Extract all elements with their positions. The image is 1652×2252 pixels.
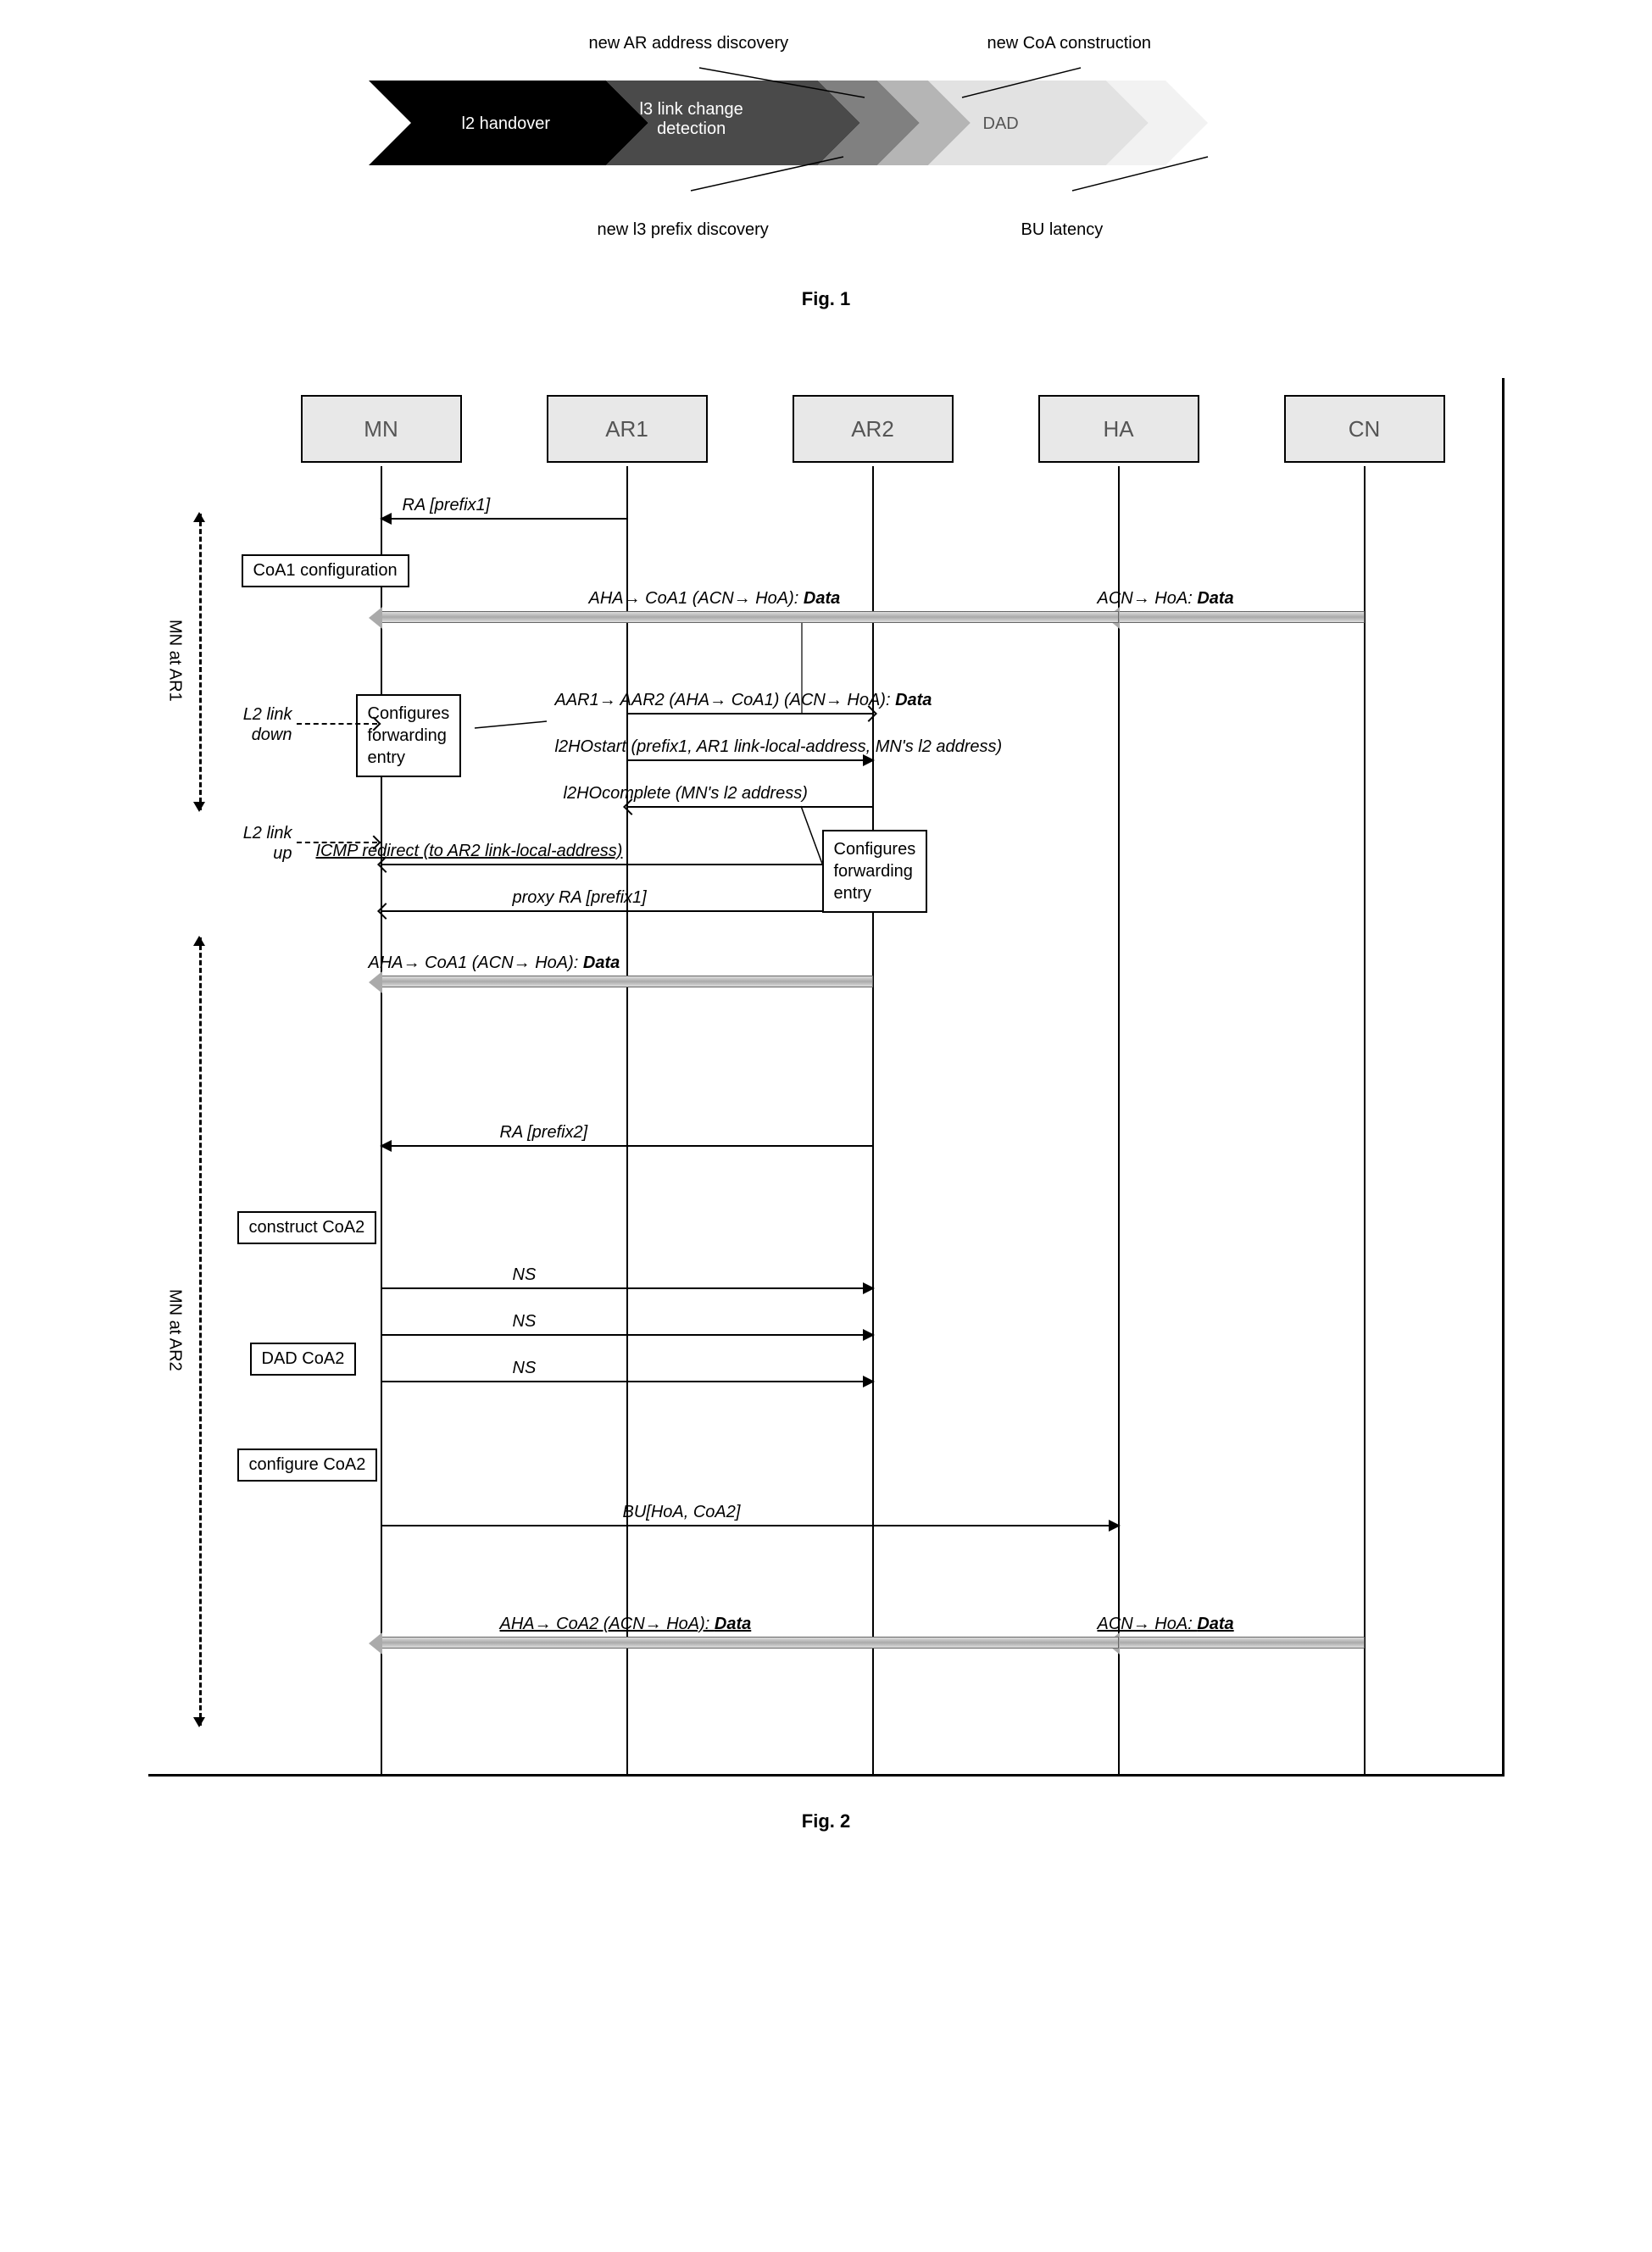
side-range-label: MN at AR1 (165, 620, 185, 702)
fig2-caption: Fig. 2 (51, 1810, 1601, 1832)
data-flow-band (1119, 611, 1365, 623)
message-arrow (627, 759, 873, 761)
data-flow-band (1119, 1637, 1365, 1649)
data-flow-band (381, 611, 1119, 623)
note-box: Configuresforwardingentry (822, 830, 928, 913)
message-arrow (381, 864, 873, 865)
participant-mn: MN (301, 395, 462, 463)
lifeline-mn (381, 466, 382, 1774)
data-flow-band (381, 976, 873, 987)
message-label: NS (513, 1359, 537, 1378)
fig1: new AR address discoverynew CoA construc… (318, 34, 1335, 271)
message-arrow (381, 910, 873, 912)
message-label: RA [prefix1] (403, 496, 491, 515)
fig1-caption: Fig. 1 (51, 288, 1601, 310)
message-label: ACN→ HoA: Data (1098, 1615, 1234, 1634)
participant-ar2: AR2 (793, 395, 954, 463)
message-arrow (627, 806, 873, 808)
lifeline-ar2 (872, 466, 874, 1774)
side-range-dash (199, 937, 202, 1726)
l2-event-arrow (297, 842, 377, 843)
message-label: AAR1→ AAR2 (AHA→ CoA1) (ACN→ HoA): Data (555, 691, 932, 710)
message-arrow (381, 1381, 873, 1382)
message-label: ACN→ HoA: Data (1098, 589, 1234, 609)
data-flow-band (381, 1637, 1119, 1649)
l2-event-label: L2 linkdown (225, 704, 292, 745)
message-arrow (381, 1525, 1119, 1526)
side-range-arrowhead (193, 512, 205, 522)
fig1-callout-line (962, 68, 1081, 97)
message-label: NS (513, 1312, 537, 1332)
message-label: proxy RA [prefix1] (513, 888, 647, 908)
side-range-label: MN at AR2 (165, 1289, 185, 1371)
message-label: ICMP redirect (to AR2 link-local-address… (316, 842, 623, 861)
fig1-label-bottom: BU latency (1021, 220, 1104, 240)
l2-event-arrow (297, 723, 377, 725)
side-range-dash (199, 514, 202, 810)
message-label: AHA→ CoA2 (ACN→ HoA): Data (500, 1615, 752, 1634)
action-box: construct CoA2 (237, 1211, 377, 1244)
message-label: AHA→ CoA1 (ACN→ HoA): Data (369, 954, 620, 973)
message-label: l2HOcomplete (MN's l2 address) (564, 784, 808, 803)
lifeline-ar1 (626, 466, 628, 1774)
message-arrow (381, 1287, 873, 1289)
side-range-arrowhead (193, 936, 205, 946)
fig2: MN at AR1 MN at AR2 MN AR1 AR2 HA CN RA [pref… (148, 378, 1505, 1777)
lifeline-cn (1364, 466, 1366, 1774)
message-arrow (627, 713, 873, 715)
fig1-callout-line (1072, 157, 1208, 191)
l2-event-label: L2 linkup (225, 823, 292, 864)
fig1-callout-line (691, 157, 843, 191)
message-label: NS (513, 1265, 537, 1285)
fig1-label-bottom: new l3 prefix discovery (598, 220, 769, 240)
message-arrow (381, 1334, 873, 1336)
lifeline-ha (1118, 466, 1120, 1774)
message-arrow (381, 1145, 873, 1147)
fig1-callout-line (699, 68, 865, 97)
message-label: l2HOstart (prefix1, AR1 link-local-addre… (555, 737, 1003, 757)
message-arrow (381, 518, 627, 520)
action-box: configure CoA2 (237, 1449, 378, 1482)
participant-cn: CN (1284, 395, 1445, 463)
message-label: AHA→ CoA1 (ACN→ HoA): Data (589, 589, 841, 609)
note-leader (148, 378, 1505, 1777)
message-label: BU[HoA, CoA2] (623, 1503, 741, 1522)
fig1-bottom-labels: new l3 prefix discovery BU latency (318, 220, 1335, 254)
message-label: RA [prefix2] (500, 1123, 588, 1143)
action-box: DAD CoA2 (250, 1343, 357, 1376)
note-leader (148, 378, 1505, 1777)
action-box: CoA1 configuration (242, 554, 409, 587)
side-range-arrowhead (193, 1717, 205, 1727)
note-box: Configuresforwardingentry (356, 694, 462, 777)
participant-ar1: AR1 (547, 395, 708, 463)
side-range-arrowhead (193, 802, 205, 812)
participant-ha: HA (1038, 395, 1199, 463)
